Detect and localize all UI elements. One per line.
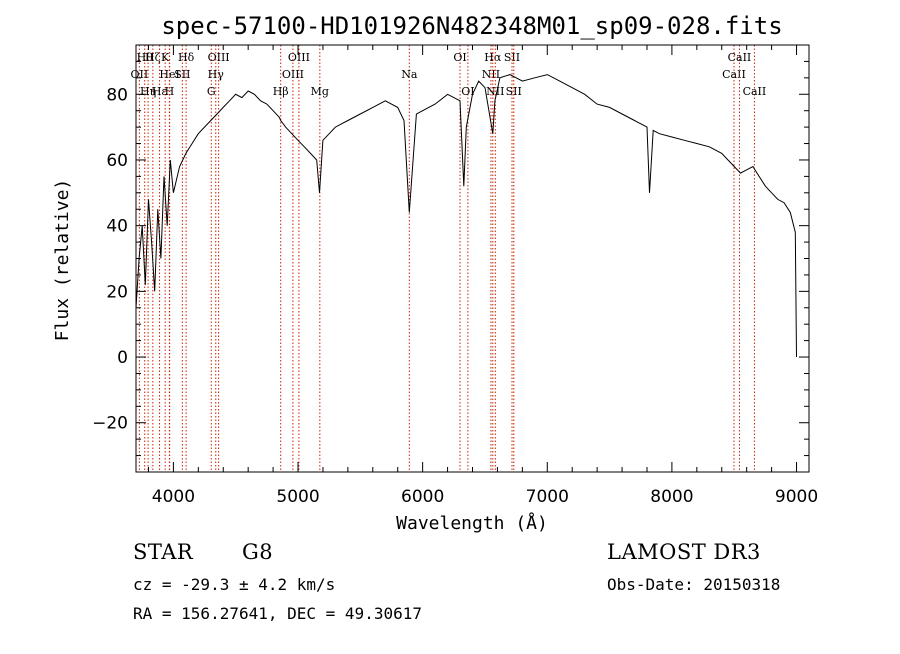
line-marker-label-19: OI	[461, 85, 474, 98]
line-marker-label-0: OII	[131, 68, 149, 81]
line-marker-label-14: OIII	[282, 68, 304, 81]
spectrum-line	[135, 74, 797, 358]
line-marker-label-18: OI	[453, 51, 466, 64]
line-marker-label-4: Hε	[152, 85, 168, 98]
x-tick-label-1: 5000	[276, 487, 319, 507]
obs-date: Obs-Date: 20150318	[607, 575, 781, 594]
y-tick-label-3: 40	[106, 217, 128, 237]
line-marker-label-5: K	[161, 51, 170, 64]
line-marker-label-11: Hγ	[208, 68, 225, 81]
line-marker-label-13: Hβ	[273, 85, 289, 98]
x-tick-label-2: 6000	[401, 487, 444, 507]
line-marker-label-8: SII	[174, 68, 190, 81]
line-marker-label-1: Hθ	[137, 51, 154, 64]
object-class: STAR	[133, 540, 194, 564]
y-axis-ticks: −20 0 20 40 60 80	[92, 60, 809, 457]
y-tick-label-1: 0	[117, 348, 128, 368]
line-marker-label-21: Hα	[484, 51, 502, 64]
line-marker-label-20: NII	[482, 68, 500, 81]
line-marker-label-7: HeI	[159, 68, 179, 81]
y-tick-label-2: 20	[106, 282, 128, 302]
redshift-text: cz = -29.3 ± 4.2 km/s	[133, 575, 336, 594]
line-marker-label-3: Hζ	[145, 51, 161, 64]
y-tick-label-0: −20	[92, 414, 128, 434]
line-marker-label-22: NII	[486, 85, 504, 98]
plot-frame	[135, 44, 810, 473]
x-axis-label: Wavelength (Å)	[396, 512, 548, 534]
line-marker-label-26: CaII	[728, 51, 752, 64]
survey-name: LAMOST DR3	[607, 540, 761, 564]
chart-title: spec-57100-HD101926N482348M01_sp09-028.f…	[161, 12, 782, 40]
y-axis-label: Flux (relative)	[52, 179, 73, 342]
line-marker-label-9: Hδ	[178, 51, 195, 64]
y-tick-label-5: 80	[106, 85, 128, 105]
line-marker-label-12: OIII	[208, 51, 230, 64]
x-tick-label-0: 4000	[152, 487, 195, 507]
coordinates-text: RA = 156.27641, DEC = 49.30617	[133, 604, 422, 623]
subclass: G8	[242, 540, 274, 564]
x-axis-ticks: 4000 5000 6000 7000 8000 9000	[147, 45, 818, 507]
line-markers: OIIHθHηHζHεKHHeISIIHδGHγOIIIHβOIIIOIIIMg…	[131, 45, 767, 472]
line-marker-label-15: OIII	[288, 51, 310, 64]
line-marker-label-25: CaII	[722, 68, 746, 81]
y-tick-label-4: 60	[106, 151, 128, 171]
line-marker-label-27: CaII	[743, 85, 767, 98]
line-marker-label-17: Na	[401, 68, 418, 81]
x-tick-label-4: 8000	[650, 487, 693, 507]
line-marker-label-10: G	[207, 85, 216, 98]
x-tick-label-3: 7000	[526, 487, 569, 507]
x-tick-label-5: 9000	[775, 487, 818, 507]
line-marker-label-16: Mg	[311, 85, 329, 98]
line-marker-label-24: SII	[506, 85, 522, 98]
line-marker-label-23: SII	[504, 51, 520, 64]
